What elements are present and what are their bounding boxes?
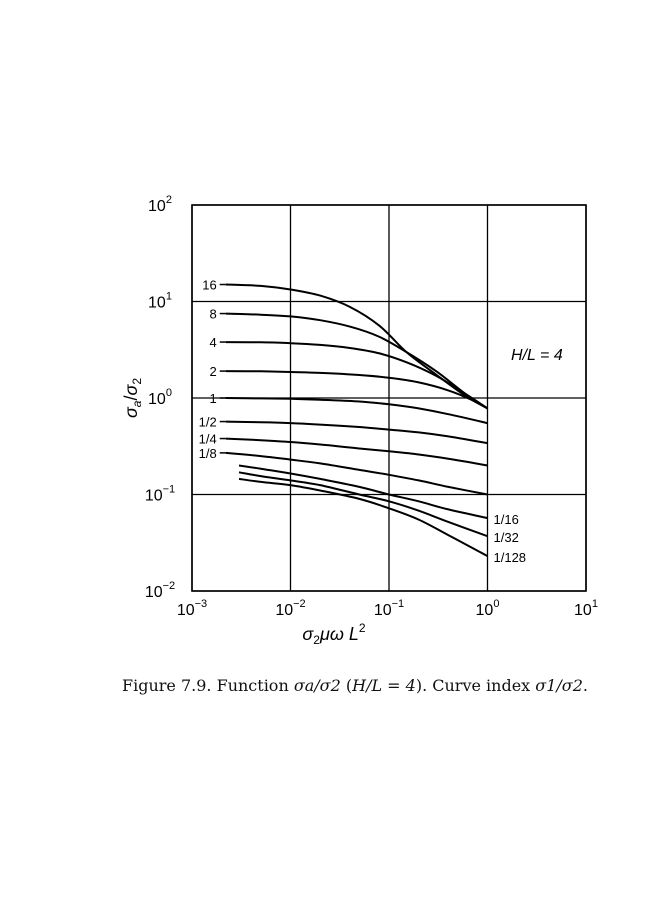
y-tick-label: 10−1: [145, 484, 175, 505]
y-tick-label: 100: [148, 387, 172, 408]
curve-label: 1/2: [199, 415, 217, 430]
y-tick-label: 10−2: [145, 580, 175, 601]
curve-label: 4: [209, 335, 216, 350]
curves: [225, 283, 489, 557]
curve-1: [225, 397, 488, 425]
caption-suffix: ). Curve index: [415, 676, 536, 695]
caption-end: .: [582, 676, 588, 695]
caption-mid: (: [340, 676, 353, 695]
x-tick-label: 101: [574, 598, 598, 619]
curve-label: 1/16: [494, 512, 519, 527]
x-axis-label: σ2μω L2: [302, 621, 365, 647]
x-axis-ticks: 10−3 10−2 10−1 100 101: [177, 598, 598, 619]
curve-label: 1/32: [494, 530, 519, 545]
y-axis-ticks: 10−2 10−1 100 101 102: [145, 194, 175, 601]
hl-annotation: H/L = 4: [511, 347, 563, 364]
figure-caption: Figure 7.9. Function σa/σ2 (H/L = 4). Cu…: [122, 676, 622, 695]
x-tick-label: 10−3: [177, 598, 207, 619]
curve-label: 8: [209, 307, 216, 322]
caption-function: σa/σ2: [293, 676, 341, 695]
curve-1-2: [225, 420, 488, 445]
y-tick-label: 102: [148, 194, 172, 215]
x-tick-label: 10−1: [374, 598, 404, 619]
curve-labels: 16 8 4 2 1 1/2 1/41/8 1/16 1/32 1/128: [199, 278, 526, 566]
y-tick-label: 101: [148, 291, 172, 312]
caption-index: σ1/σ2: [535, 676, 583, 695]
curve-label: 1: [209, 391, 216, 406]
curve-1-32: [238, 471, 488, 538]
curve-label: 1/8: [199, 446, 217, 461]
caption-prefix: Figure 7.9. Function: [122, 676, 294, 695]
curve-2: [225, 370, 488, 410]
curve-label: 16: [202, 278, 216, 293]
curve-label-leaders: [219, 283, 226, 454]
curve-label: 2: [209, 364, 216, 379]
curve-8: [225, 312, 489, 410]
curve-label: 1/128: [494, 550, 527, 565]
y-axis-label: σa/σ2: [121, 378, 144, 418]
curve-label: 1/4: [199, 432, 217, 447]
plot-frame: [191, 204, 587, 592]
curve-4: [225, 341, 489, 410]
x-tick-label: 100: [476, 598, 500, 619]
curve-1-128: [238, 477, 488, 557]
curve-1-4: [225, 437, 488, 467]
x-tick-label: 10−2: [275, 598, 305, 619]
curve-1-16: [238, 464, 488, 520]
curve-1-8: [225, 451, 488, 496]
caption-param: H/L = 4: [352, 676, 416, 695]
